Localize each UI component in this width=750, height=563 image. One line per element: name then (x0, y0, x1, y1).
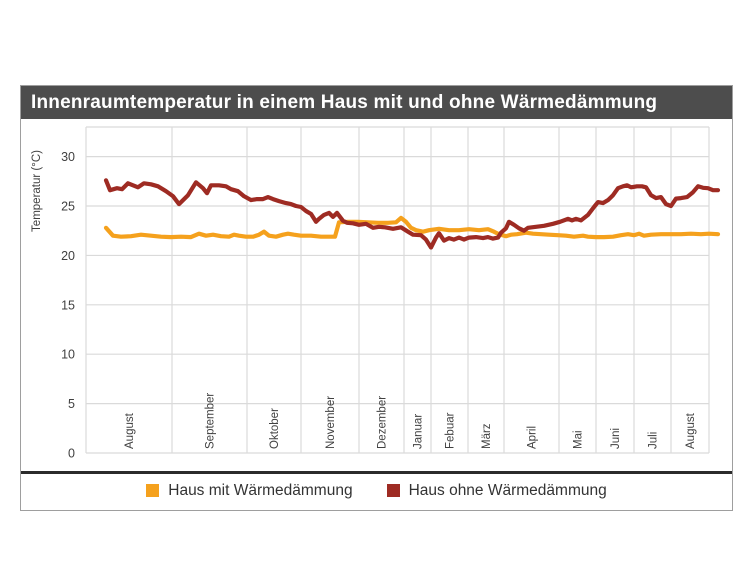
legend-swatch-with-insulation (146, 484, 160, 497)
temperature-line-chart: 0 5 10 15 20 25 30 August September Oktober Novemb… (31, 126, 721, 461)
x-axis-label: November (325, 396, 337, 449)
x-axis-label: April (527, 426, 539, 449)
y-axis-title: Temperatur (°C) (31, 150, 43, 232)
legend-item-without-insulation: Haus ohne Wärmedämmung (386, 481, 607, 500)
x-axis-label: August (124, 412, 136, 449)
x-axis-label: Oktober (269, 408, 281, 449)
legend: Haus mit Wärmedämmung Haus ohne Wärmedäm… (21, 474, 732, 507)
y-axis-tick-label: 5 (68, 397, 75, 411)
legend-item-with-insulation: Haus mit Wärmedämmung (146, 481, 353, 500)
y-axis-tick-label: 10 (61, 348, 75, 362)
legend-label-with-insulation: Haus mit Wärmedämmung (168, 481, 353, 499)
x-axis-label: August (685, 412, 697, 449)
chart-card: Innenraumtemperatur in einem Haus mit un… (20, 85, 733, 511)
x-axis-label: Mai (573, 430, 585, 449)
y-axis-tick-label: 25 (61, 200, 75, 214)
x-axis-label: Dezember (377, 396, 389, 449)
x-axis-label: Febuar (445, 412, 457, 449)
x-axis-label: Januar (413, 414, 425, 449)
x-axis-label: März (481, 423, 493, 449)
x-axis-label: Juli (648, 432, 660, 449)
y-axis-tick-label: 15 (61, 298, 75, 312)
x-axis-label: September (205, 393, 217, 449)
legend-label-without-insulation: Haus ohne Wärmedämmung (408, 481, 607, 499)
y-axis-tick-label: 0 (68, 447, 75, 461)
chart-title: Innenraumtemperatur in einem Haus mit un… (31, 91, 658, 113)
legend-swatch-without-insulation (386, 484, 400, 497)
x-axis-label: Juni (610, 428, 622, 449)
y-axis-tick-label: 20 (61, 249, 75, 263)
series-line-mit-waermedaemmung (103, 215, 721, 240)
legend-separator (21, 471, 732, 474)
series-line-ohne-waermedaemmung (103, 178, 721, 250)
chart-title-bar: Innenraumtemperatur in einem Haus mit un… (21, 86, 732, 119)
y-axis-tick-label: 30 (61, 150, 75, 164)
